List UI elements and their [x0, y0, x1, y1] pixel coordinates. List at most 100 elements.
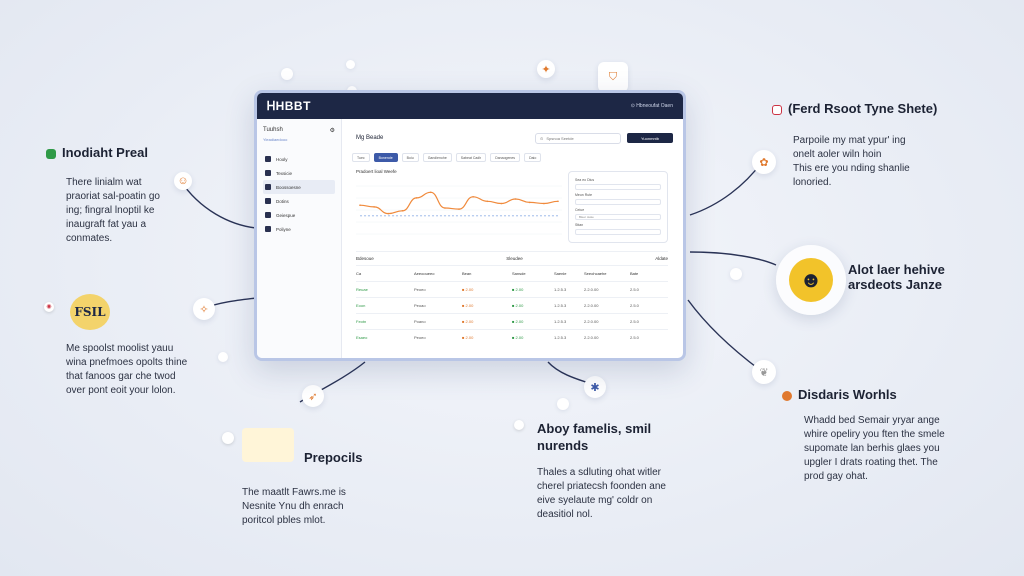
chat-icon	[265, 212, 271, 218]
chart-point	[472, 196, 474, 198]
chart-point	[373, 206, 375, 208]
chart-point	[500, 202, 503, 205]
form-field-2[interactable]	[575, 199, 661, 205]
search-icon: ⊙	[540, 135, 544, 141]
decor-dot	[730, 268, 742, 280]
callout-insight-body: There linialm wat praoriat sal-poatin go …	[66, 177, 160, 244]
chart-title: Pradoert lioal Weefe	[356, 169, 397, 174]
document-icon	[265, 170, 271, 176]
decor-dot	[557, 398, 569, 410]
callout-ferd: (Ferd Rsoot Tyne Shete)	[772, 101, 937, 116]
form-label-2: Meun Rute	[575, 193, 593, 197]
chart-point	[557, 200, 559, 203]
account-menu[interactable]: ⊙ Hbneoufat Oaen	[630, 103, 673, 109]
form-label-3: Ceiue	[575, 208, 585, 212]
sidebar-item-6[interactable]: Poliyne	[263, 222, 335, 236]
callout-family-body: Thales a sdluting ohat witler cherel pria…	[537, 467, 666, 520]
table-filter-left[interactable]: Bdesoue	[356, 256, 374, 261]
main-content: Mg Beade ⊙ Spsnoa Seetde Yuonmntb Tuec Bo…	[352, 127, 673, 358]
line-chart	[356, 185, 562, 235]
calendar-icon	[265, 198, 271, 204]
callout-prepocils-body: The maatlt Fawrs.me is Nesnite Ynu dh enr…	[242, 487, 346, 526]
table-filter-mid[interactable]: Sleudee	[506, 256, 523, 261]
sidebar-item-1[interactable]: Hooly	[263, 152, 335, 166]
sidebar-item-4[interactable]: Dotins	[263, 194, 335, 208]
form-label-1: Sea eo Dlus	[575, 178, 595, 182]
callout-disdaris-title: Disdaris Worhls	[798, 387, 897, 402]
gear-icon	[782, 390, 792, 401]
alert-icon	[772, 104, 782, 115]
eye-icon: ◉	[44, 302, 54, 312]
table-row[interactable]: Reuae Peoeo ■ 2.00 ■ 2.00 1.2.5.3 2.2.0.00 …	[356, 281, 668, 297]
pin-icon: ➶	[302, 385, 324, 407]
avatar[interactable]: ☻	[789, 258, 833, 302]
chart-point	[415, 197, 418, 199]
form-field-1[interactable]	[575, 184, 661, 190]
bulb-icon: ✦	[537, 60, 555, 78]
shield-icon: ⛉	[598, 62, 628, 92]
chart-point	[528, 201, 531, 204]
form-card: Sea eo Dlus Meun Rute Ceiue Bleer Jesie …	[568, 171, 668, 243]
callout-family-title: Aboy famelis, smil nurends	[537, 421, 652, 453]
tab-6[interactable]: Danaogenes	[490, 153, 521, 162]
chart-point	[359, 204, 361, 206]
tab-2[interactable]: Bonende	[373, 153, 398, 162]
chart-point	[486, 200, 489, 203]
user-icon	[265, 226, 271, 232]
tab-7[interactable]: Daio	[524, 153, 542, 162]
globe-icon	[222, 432, 234, 444]
decor-dot	[346, 60, 355, 69]
callout-leftmid-body: Me spoolst moolist yauu wina pnefmoes opo…	[66, 343, 188, 396]
chart-point	[543, 202, 545, 205]
avatar-ring: ☻	[776, 245, 846, 315]
tab-1[interactable]: Tuec	[352, 153, 370, 162]
search-input[interactable]: ⊙ Spsnoa Seetde	[535, 132, 621, 144]
callout-disdaris: Disdaris Worhls	[782, 387, 897, 402]
callout-avatar-text: Alot laer hehive arsdeots Janze	[848, 262, 945, 292]
chart-point	[401, 210, 404, 212]
chart-point	[514, 198, 517, 200]
gear-icon: ✧	[193, 298, 215, 320]
decor-dot	[218, 352, 228, 362]
tab-bar: Tuec Bonende Boiu Gandienohe Sabeat Cadh…	[352, 153, 673, 162]
data-table: Bdesoue Sleudee Aldate Ca Aeeooueeo Bean S…	[356, 251, 668, 345]
form-field-3[interactable]: Bleer Jesie	[575, 214, 661, 220]
bolt-icon	[265, 184, 271, 190]
chart-icon: ✱	[584, 376, 606, 398]
leaf-icon: ❦	[752, 360, 776, 384]
chart-series-1	[359, 191, 559, 215]
brand-logo[interactable]: ᎻHBBT	[267, 98, 311, 113]
sidebar-item-3[interactable]: Boossoesne	[263, 180, 335, 194]
table-row[interactable]: Feotn Poano ■ 2.00 ■ 2.00 1.2.5.3 2.2.0.00 …	[356, 313, 668, 329]
pin-icon	[514, 420, 524, 430]
form-field-4[interactable]	[575, 229, 661, 235]
callout-ferd-body: Parpoile my mat ypur' ing onelt aoler wil…	[793, 135, 910, 188]
app-window: ᎻHBBT ⊙ Hbneoufat Oaen Tuuhsh ⚙ Yieadiae…	[254, 90, 686, 361]
fsil-logo: FSIL	[70, 294, 110, 330]
table-row[interactable]: Eoon Peoao ■ 2.00 ■ 2.00 1.2.5.3 2.2.0.00 2…	[356, 297, 668, 313]
callout-insight: Inodiaht Preal	[46, 145, 148, 160]
settings-icon[interactable]: ⚙	[329, 128, 335, 134]
line-chart-card: Pradoert lioal Weefe	[356, 169, 562, 241]
callout-prepocils-title: Prepocils	[304, 450, 363, 465]
plant-icon: ✿	[752, 150, 776, 174]
sidebar: Tuuhsh ⚙ Yieadiaedooo Hooly Texsicie Boo…	[257, 119, 342, 358]
callout-insight-title: Inodiaht Preal	[62, 145, 148, 160]
table-header: Ca Aeeooueeo Bean Sansde Saenle Seeohcaehe …	[356, 265, 668, 281]
page-title: Mg Beade	[356, 135, 384, 141]
form-label-4: Sttan	[575, 223, 584, 227]
table-row[interactable]: Esaeo Peoeo ■ 2.00 ■ 2.00 1.2.5.3 2.2.0.00 …	[356, 329, 668, 345]
tab-5[interactable]: Sabeat Cadh	[455, 153, 487, 162]
sidebar-item-5[interactable]: Geiespue	[263, 208, 335, 222]
tab-3[interactable]: Boiu	[401, 153, 419, 162]
tab-4[interactable]: Gandienohe	[422, 153, 452, 162]
sidebar-title: Tuuhsh	[263, 127, 283, 133]
sidebar-item-2[interactable]: Texsicie	[263, 166, 335, 180]
table-filter-right[interactable]: Aldate	[655, 256, 668, 261]
home-icon	[265, 156, 271, 162]
user-face-icon: ☻	[799, 267, 823, 292]
top-bar: ᎻHBBT ⊙ Hbneoufat Oaen	[257, 93, 683, 119]
action-button[interactable]: Yuonmntb	[627, 133, 673, 143]
chart-point	[458, 208, 460, 210]
sidebar-subtitle: Yieadiaedooo	[263, 137, 288, 142]
